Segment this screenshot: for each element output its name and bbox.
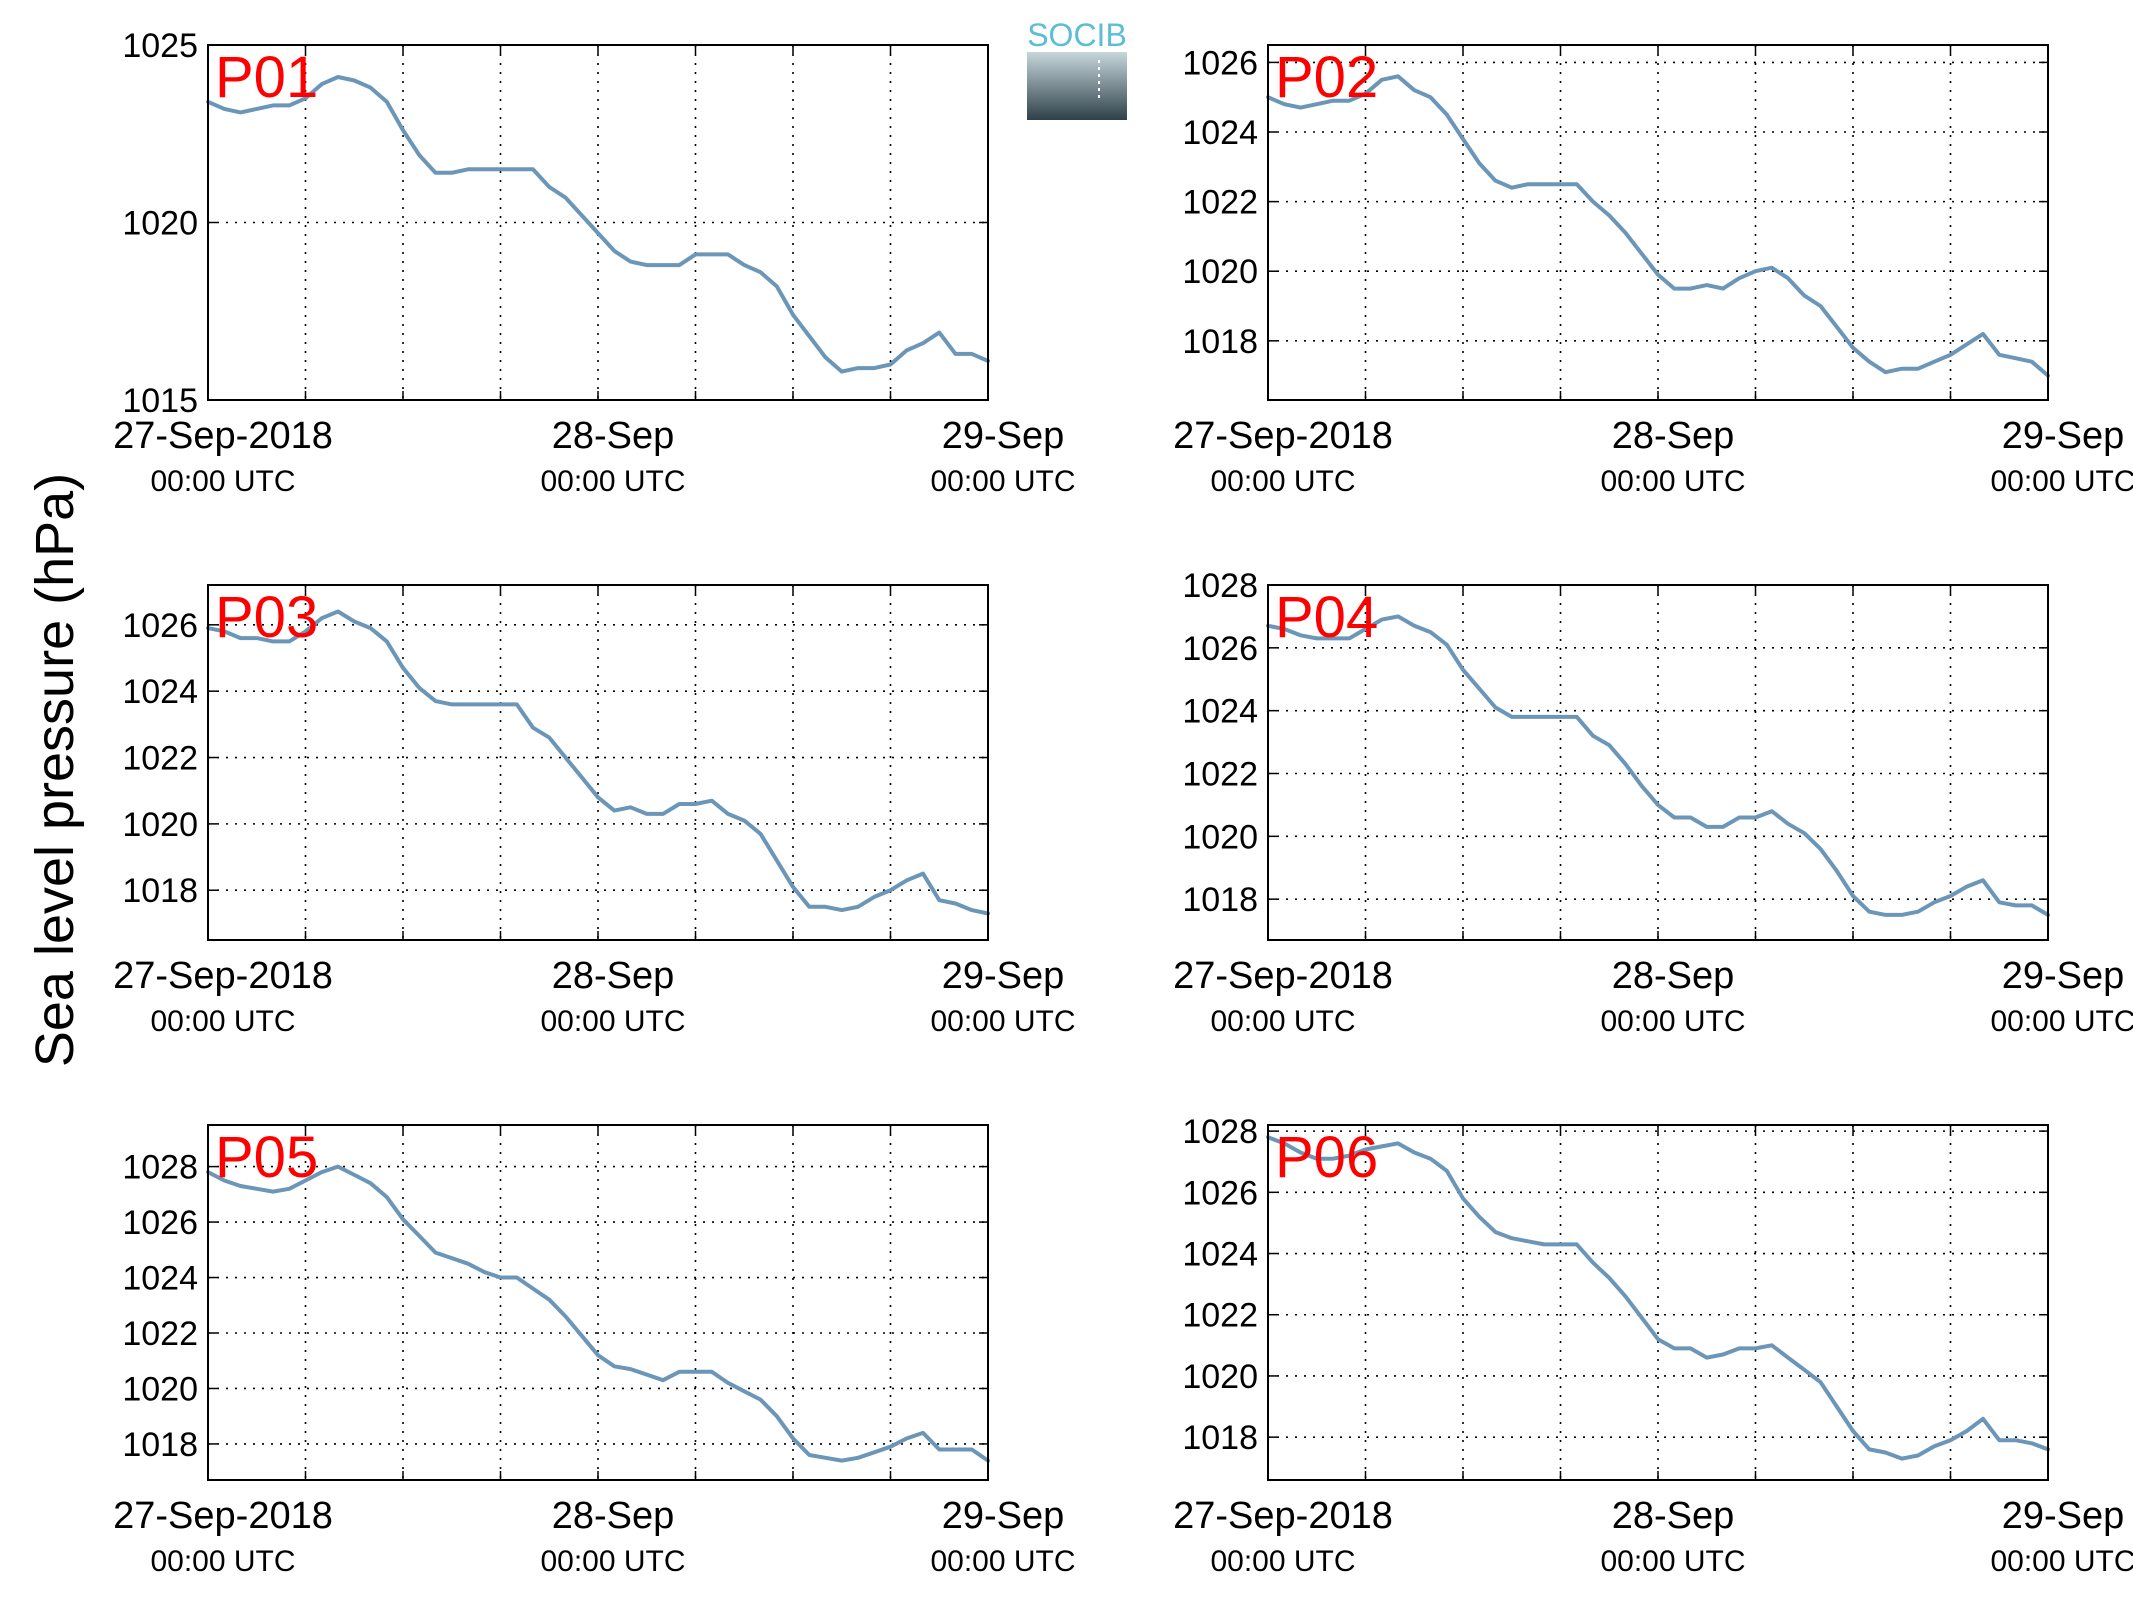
x-tick-label-time: 00:00 UTC — [540, 1005, 685, 1038]
y-tick-label: 1028 — [1182, 567, 1258, 605]
panel-label: P06 — [1275, 1125, 1378, 1190]
x-tick-label-date: 27-Sep-2018 — [113, 955, 333, 997]
socib-logo-block — [1027, 52, 1127, 120]
x-tick-label-date: 29-Sep — [2002, 955, 2125, 997]
panel-p06: 1018 1020 1022 1024 1026 1028 27-Sep-2018 00:00… — [1173, 1113, 2133, 1578]
y-tick-label: 1024 — [122, 1260, 198, 1298]
axes-frame — [1267, 584, 2049, 941]
y-tick-label: 1026 — [1182, 630, 1258, 668]
y-tick-label: 1026 — [122, 1204, 198, 1242]
panels-group: 1015 1020 1025 27-Sep-2018 00:00 UTC 28-Sep 00… — [113, 27, 2133, 1578]
y-tick-label: 1018 — [1182, 881, 1258, 919]
y-tick-label: 1015 — [122, 382, 198, 420]
y-tick-label: 1028 — [1182, 1113, 1258, 1151]
x-tick-label-time: 00:00 UTC — [150, 1005, 295, 1038]
y-tick-label: 1018 — [1182, 1419, 1258, 1457]
y-axis-label: Sea level pressure (hPa) — [25, 473, 85, 1067]
y-tick-label: 1022 — [1182, 1297, 1258, 1335]
y-tick-label: 1018 — [122, 872, 198, 910]
x-tick-label-time: 00:00 UTC — [1600, 465, 1745, 498]
panel-p05: 1018 1020 1022 1024 1026 1028 27-Sep-2018 00:00… — [113, 1124, 1076, 1578]
x-tick-label-date: 29-Sep — [2002, 1495, 2125, 1537]
y-tick-label: 1020 — [1182, 253, 1258, 291]
axes-frame — [207, 584, 989, 941]
y-tick-label: 1020 — [1182, 1358, 1258, 1396]
socib-logo-text: SOCIB — [1027, 17, 1127, 53]
panel-p03: 1018 1020 1022 1024 1026 27-Sep-2018 00:00 UTC… — [113, 584, 1076, 1038]
y-tick-label: 1022 — [122, 1315, 198, 1353]
panel-label: P03 — [215, 585, 318, 650]
y-tick-label: 1026 — [122, 607, 198, 645]
x-tick-label-date: 27-Sep-2018 — [113, 1495, 333, 1537]
y-tick-label: 1020 — [122, 205, 198, 243]
y-tick-label: 1024 — [1182, 1236, 1258, 1274]
x-tick-label-date: 29-Sep — [942, 1495, 1065, 1537]
x-tick-label-time: 00:00 UTC — [1990, 1005, 2133, 1038]
panel-label: P05 — [215, 1125, 318, 1190]
x-tick-label-time: 00:00 UTC — [1990, 1545, 2133, 1578]
series-line — [1266, 614, 2050, 917]
y-tick-label: 1022 — [122, 740, 198, 778]
x-tick-label-time: 00:00 UTC — [1210, 465, 1355, 498]
panel-p04: 1018 1020 1022 1024 1026 1028 27-Sep-2018 00:00… — [1173, 567, 2133, 1038]
x-tick-label-date: 27-Sep-2018 — [113, 415, 333, 457]
x-tick-label-date: 27-Sep-2018 — [1173, 955, 1393, 997]
series-line — [206, 75, 990, 374]
axes-frame — [1267, 44, 2049, 401]
series-line — [206, 1164, 990, 1463]
y-tick-label: 1028 — [122, 1149, 198, 1187]
y-tick-label: 1022 — [1182, 184, 1258, 222]
y-tick-label: 1018 — [122, 1426, 198, 1464]
x-tick-label-time: 00:00 UTC — [540, 1545, 685, 1578]
series-line — [1266, 74, 2050, 378]
y-tick-label: 1026 — [1182, 44, 1258, 82]
panel-label: P02 — [1275, 45, 1378, 110]
x-tick-label-date: 29-Sep — [2002, 415, 2125, 457]
y-tick-label: 1025 — [122, 27, 198, 65]
axes-frame — [207, 44, 989, 401]
x-tick-label-date: 28-Sep — [552, 1495, 675, 1537]
x-tick-label-time: 00:00 UTC — [540, 465, 685, 498]
x-tick-label-time: 00:00 UTC — [1600, 1545, 1745, 1578]
x-tick-label-time: 00:00 UTC — [930, 1005, 1075, 1038]
y-tick-label: 1022 — [1182, 755, 1258, 793]
socib-logo: SOCIB — [1027, 17, 1127, 120]
x-tick-label-date: 29-Sep — [942, 955, 1065, 997]
x-tick-label-date: 29-Sep — [942, 415, 1065, 457]
y-tick-label: 1024 — [1182, 114, 1258, 152]
x-tick-label-date: 28-Sep — [1612, 955, 1735, 997]
y-tick-label: 1020 — [122, 806, 198, 844]
y-tick-label: 1020 — [1182, 818, 1258, 856]
x-tick-label-date: 28-Sep — [552, 415, 675, 457]
x-tick-label-date: 28-Sep — [1612, 1495, 1735, 1537]
x-tick-label-date: 27-Sep-2018 — [1173, 415, 1393, 457]
y-tick-label: 1018 — [1182, 323, 1258, 361]
axes-frame — [1267, 1124, 2049, 1481]
axes-frame — [207, 1124, 989, 1481]
x-tick-label-time: 00:00 UTC — [1990, 465, 2133, 498]
panel-p01: 1015 1020 1025 27-Sep-2018 00:00 UTC 28-Sep 00… — [113, 27, 1075, 498]
series-line — [206, 609, 990, 916]
y-tick-label: 1020 — [122, 1370, 198, 1408]
x-tick-label-time: 00:00 UTC — [150, 465, 295, 498]
panel-p02: 1018 1020 1022 1024 1026 27-Sep-2018 00:00 UTC… — [1173, 44, 2133, 498]
x-tick-label-time: 00:00 UTC — [930, 465, 1075, 498]
x-tick-label-date: 28-Sep — [552, 955, 675, 997]
x-tick-label-time: 00:00 UTC — [1210, 1005, 1355, 1038]
x-tick-label-time: 00:00 UTC — [1600, 1005, 1745, 1038]
x-tick-label-time: 00:00 UTC — [150, 1545, 295, 1578]
x-tick-label-time: 00:00 UTC — [1210, 1545, 1355, 1578]
y-tick-label: 1024 — [1182, 693, 1258, 731]
x-tick-label-date: 27-Sep-2018 — [1173, 1495, 1393, 1537]
x-tick-label-time: 00:00 UTC — [930, 1545, 1075, 1578]
y-tick-label: 1026 — [1182, 1174, 1258, 1212]
panel-label: P04 — [1275, 585, 1378, 650]
series-line — [1266, 1135, 2050, 1461]
y-tick-label: 1024 — [122, 673, 198, 711]
x-tick-label-date: 28-Sep — [1612, 415, 1735, 457]
panel-label: P01 — [215, 45, 318, 110]
